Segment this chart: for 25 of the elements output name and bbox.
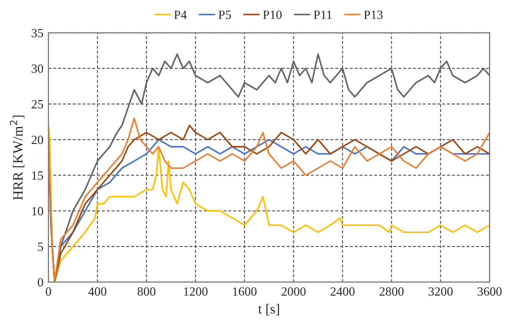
y-tick-label: 15 [32,171,44,180]
y-axis-title: HRR [KW/m$^{2}$] [10,116,24,200]
x-tick-label: 800 [138,287,156,296]
y-tick-label: 35 [32,28,44,38]
x-tick-label: 0 [46,287,52,296]
x-tick-label: 3200 [428,287,453,296]
y-tick-label: 30 [32,64,44,73]
x-tick-label: 1200 [184,287,208,296]
legend-label: P10 [263,10,282,20]
x-tick-label: 400 [88,287,106,296]
x-tick-label: 3600 [478,287,502,296]
legend-label: P4 [174,10,187,19]
legend-label: P11 [314,10,332,19]
x-tick-label: 2800 [380,287,404,296]
x-tick-label: 2400 [330,287,355,296]
y-tick-label: 25 [32,100,44,108]
legend-label: P13 [364,10,383,20]
y-tick-label: 0 [38,278,44,287]
x-tick-label: 1600 [233,287,257,296]
y-tick-label: 10 [32,206,44,216]
y-tick-label: 20 [32,136,44,144]
legend-label: P5 [218,10,231,20]
x-tick-label: 2000 [282,287,306,296]
y-tick-label: 5 [38,242,44,251]
x-axis-title: t [s] [258,304,279,316]
